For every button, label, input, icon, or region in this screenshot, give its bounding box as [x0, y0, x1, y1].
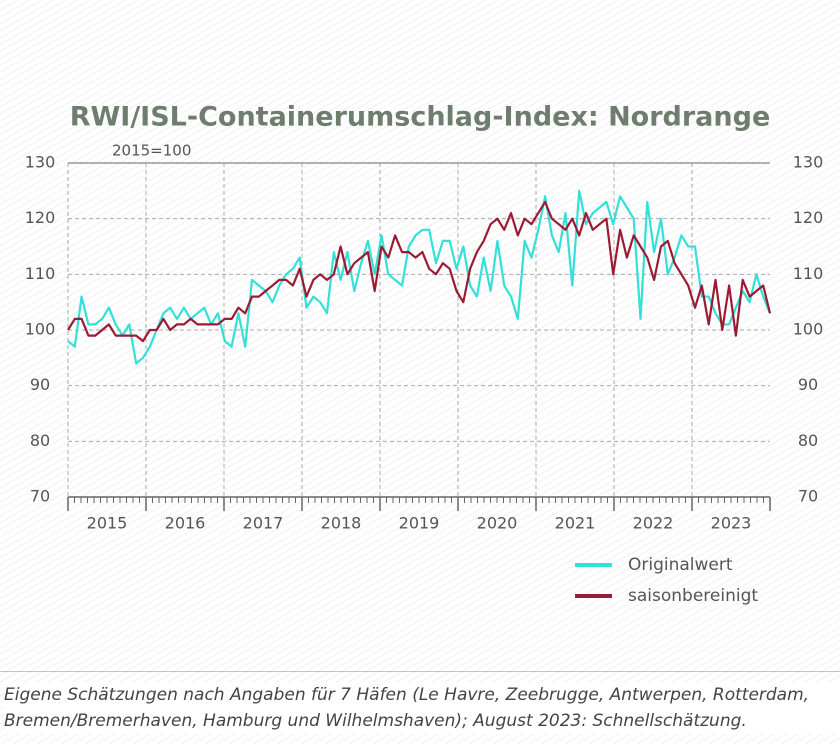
y2-tick-label: 70	[798, 487, 818, 506]
footnote: Eigene Schätzungen nach Angaben für 7 Hä…	[4, 682, 840, 734]
x-tick-label: 2017	[243, 514, 284, 533]
x-tick-label: 2020	[477, 514, 518, 533]
x-tick-label: 2021	[555, 514, 596, 533]
footnote-line: Bremen/Bremerhaven, Hamburg und Wilhelms…	[4, 711, 747, 731]
y2-tick-label: 80	[798, 431, 818, 450]
y2-tick-label: 130	[793, 153, 824, 172]
x-tick-label: 2015	[87, 514, 128, 533]
y-tick-label: 130	[25, 153, 56, 172]
x-tick-label: 2019	[399, 514, 440, 533]
y2-tick-label: 100	[793, 320, 824, 339]
series-line	[67, 200, 772, 343]
y-tick-label: 100	[25, 320, 56, 339]
y-tick-label: 70	[30, 487, 50, 506]
x-tick-label: 2016	[165, 514, 206, 533]
legend-label: saisonbereinigt	[628, 586, 758, 606]
x-tick-label: 2023	[711, 514, 752, 533]
y-tick-label: 120	[25, 208, 56, 227]
series-line	[67, 189, 772, 365]
y2-tick-label: 120	[793, 208, 824, 227]
chart-title: RWI/ISL-Containerumschlag-Index: Nordran…	[70, 102, 771, 133]
y2-tick-label: 90	[798, 375, 818, 394]
x-tick-label: 2018	[321, 514, 362, 533]
chart: RWI/ISL-Containerumschlag-Index: Nordran…	[0, 102, 840, 672]
legend-label: Originalwert	[628, 555, 733, 575]
footnote-line: Eigene Schätzungen nach Angaben für 7 Hä…	[4, 685, 810, 705]
y-tick-label: 90	[30, 375, 50, 394]
x-tick-label: 2022	[633, 514, 674, 533]
y-tick-label: 80	[30, 431, 50, 450]
chart-subtitle: 2015=100	[112, 142, 191, 160]
y-tick-label: 110	[25, 264, 56, 283]
y2-tick-label: 110	[793, 264, 824, 283]
